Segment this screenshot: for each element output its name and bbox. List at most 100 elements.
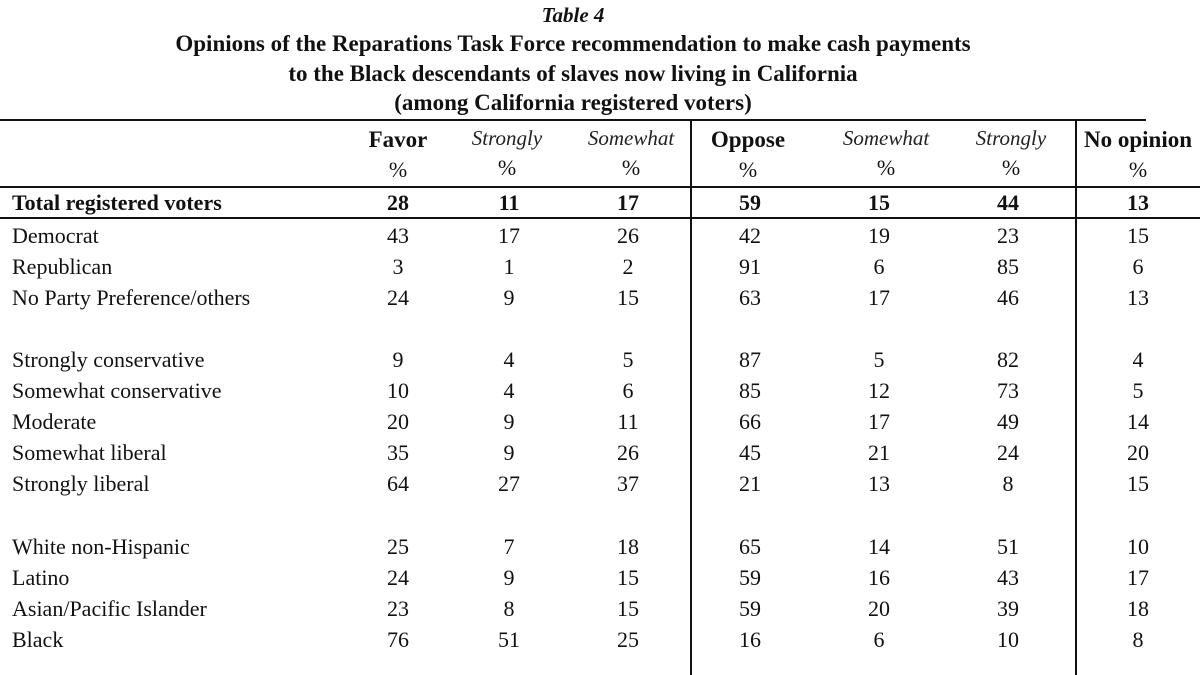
cell-value: 20 <box>387 409 409 434</box>
cell-value: 14 <box>1127 409 1149 434</box>
row-label: No Party Preference/others <box>12 285 251 310</box>
row-label: Democrat <box>12 223 99 248</box>
cell-value: 11 <box>498 190 520 215</box>
cell-value: 19 <box>868 223 890 248</box>
column-header-title: Strongly <box>471 126 543 150</box>
cell-value: 59 <box>739 596 761 621</box>
cell-value: 73 <box>997 378 1019 403</box>
cell-value: 65 <box>739 534 761 559</box>
table-row: Somewhat conservative 10 4 6 85 12 73 5 <box>0 375 1200 406</box>
column-header: Oppose% <box>688 128 808 182</box>
cell-value: 37 <box>617 471 639 496</box>
total-row: Total registered voters 28 11 17 59 15 44 13 <box>0 187 1200 218</box>
cell-value: 9 <box>392 347 404 372</box>
cell-value: 12 <box>868 378 890 403</box>
column-header-unit: % <box>497 155 517 180</box>
cell-value: 13 <box>1127 190 1149 215</box>
cell-value: 9 <box>503 409 515 434</box>
cell-value: 44 <box>997 190 1019 215</box>
cell-value: 10 <box>997 627 1019 652</box>
total-rule <box>0 217 1200 219</box>
table-row: Republican 3 1 2 91 6 85 6 <box>0 251 1200 282</box>
cell-value: 43 <box>387 223 409 248</box>
cell-value: 15 <box>617 596 639 621</box>
cell-value: 1 <box>503 254 515 279</box>
cell-value: 35 <box>387 440 409 465</box>
row-label: Republican <box>12 254 113 279</box>
cell-value: 17 <box>1127 565 1149 590</box>
cell-value: 16 <box>868 565 890 590</box>
column-header-unit: % <box>1128 157 1148 182</box>
cell-value: 4 <box>503 347 515 372</box>
column-header: Somewhat% <box>826 126 946 180</box>
column-header: Somewhat% <box>571 126 691 180</box>
cell-value: 20 <box>1127 440 1149 465</box>
column-header-unit: % <box>1001 155 1021 180</box>
cell-value: 18 <box>617 534 639 559</box>
cell-value: 15 <box>1127 471 1149 496</box>
cell-value: 45 <box>739 440 761 465</box>
table-row: Latino 24 9 15 59 16 43 17 <box>0 562 1200 593</box>
table-title-line-1: Opinions of the Reparations Task Force r… <box>175 31 971 56</box>
cell-value: 15 <box>617 285 639 310</box>
cell-value: 20 <box>868 596 890 621</box>
cell-value: 10 <box>1127 534 1149 559</box>
table-title-line-3: (among California registered voters) <box>394 90 752 115</box>
cell-value: 24 <box>387 285 409 310</box>
column-header: No opinion% <box>1078 128 1198 182</box>
cell-value: 24 <box>387 565 409 590</box>
row-label: Somewhat liberal <box>12 440 167 465</box>
cell-value: 21 <box>739 471 761 496</box>
column-header: Strongly% <box>447 126 567 180</box>
cell-value: 10 <box>387 378 409 403</box>
column-header-title: Somewhat <box>842 126 930 150</box>
cell-value: 5 <box>1132 378 1144 403</box>
cell-value: 11 <box>617 409 639 434</box>
table-top-rule <box>0 119 1146 121</box>
cell-value: 63 <box>739 285 761 310</box>
cell-value: 13 <box>868 471 890 496</box>
cell-value: 24 <box>997 440 1019 465</box>
cell-value: 46 <box>997 285 1019 310</box>
cell-value: 85 <box>997 254 1019 279</box>
cell-value: 26 <box>617 223 639 248</box>
cell-value: 51 <box>997 534 1019 559</box>
row-label: Latino <box>12 565 70 590</box>
cell-value: 87 <box>739 347 761 372</box>
cell-value: 14 <box>868 534 890 559</box>
cell-value: 39 <box>997 596 1019 621</box>
oppose-noopinion-divider <box>1075 121 1077 675</box>
cell-value: 76 <box>387 627 409 652</box>
row-label: Moderate <box>12 409 97 434</box>
column-header-title: No opinion <box>1083 127 1192 152</box>
table-row: White non-Hispanic 25 7 18 65 14 51 10 <box>0 531 1200 562</box>
cell-value: 28 <box>387 190 409 215</box>
cell-value: 15 <box>1127 223 1149 248</box>
cell-value: 27 <box>498 471 520 496</box>
cell-value: 17 <box>868 285 890 310</box>
cell-value: 8 <box>503 596 515 621</box>
column-header-unit: % <box>388 157 408 182</box>
cell-value: 9 <box>503 565 515 590</box>
cell-value: 2 <box>622 254 634 279</box>
header-rule <box>0 186 1200 188</box>
column-header: Strongly% <box>951 126 1071 180</box>
cell-value: 5 <box>622 347 634 372</box>
row-label: Total registered voters <box>12 190 222 215</box>
row-label: Somewhat conservative <box>12 378 222 403</box>
table-title-line-2: to the Black descendants of slaves now l… <box>288 61 858 86</box>
table-row: Democrat 43 17 26 42 19 23 15 <box>0 220 1200 251</box>
cell-value: 15 <box>868 190 890 215</box>
table-row: Black 76 51 25 16 6 10 8 <box>0 624 1200 655</box>
column-header-title: Somewhat <box>587 126 675 150</box>
cell-value: 66 <box>739 409 761 434</box>
cell-value: 4 <box>1132 347 1144 372</box>
cell-value: 42 <box>739 223 761 248</box>
cell-value: 25 <box>387 534 409 559</box>
table-row: Moderate 20 9 11 66 17 49 14 <box>0 406 1200 437</box>
cell-value: 43 <box>997 565 1019 590</box>
column-header-unit: % <box>621 155 641 180</box>
cell-value: 49 <box>997 409 1019 434</box>
table-row: Strongly conservative 9 4 5 87 5 82 4 <box>0 344 1200 375</box>
cell-value: 17 <box>617 190 639 215</box>
